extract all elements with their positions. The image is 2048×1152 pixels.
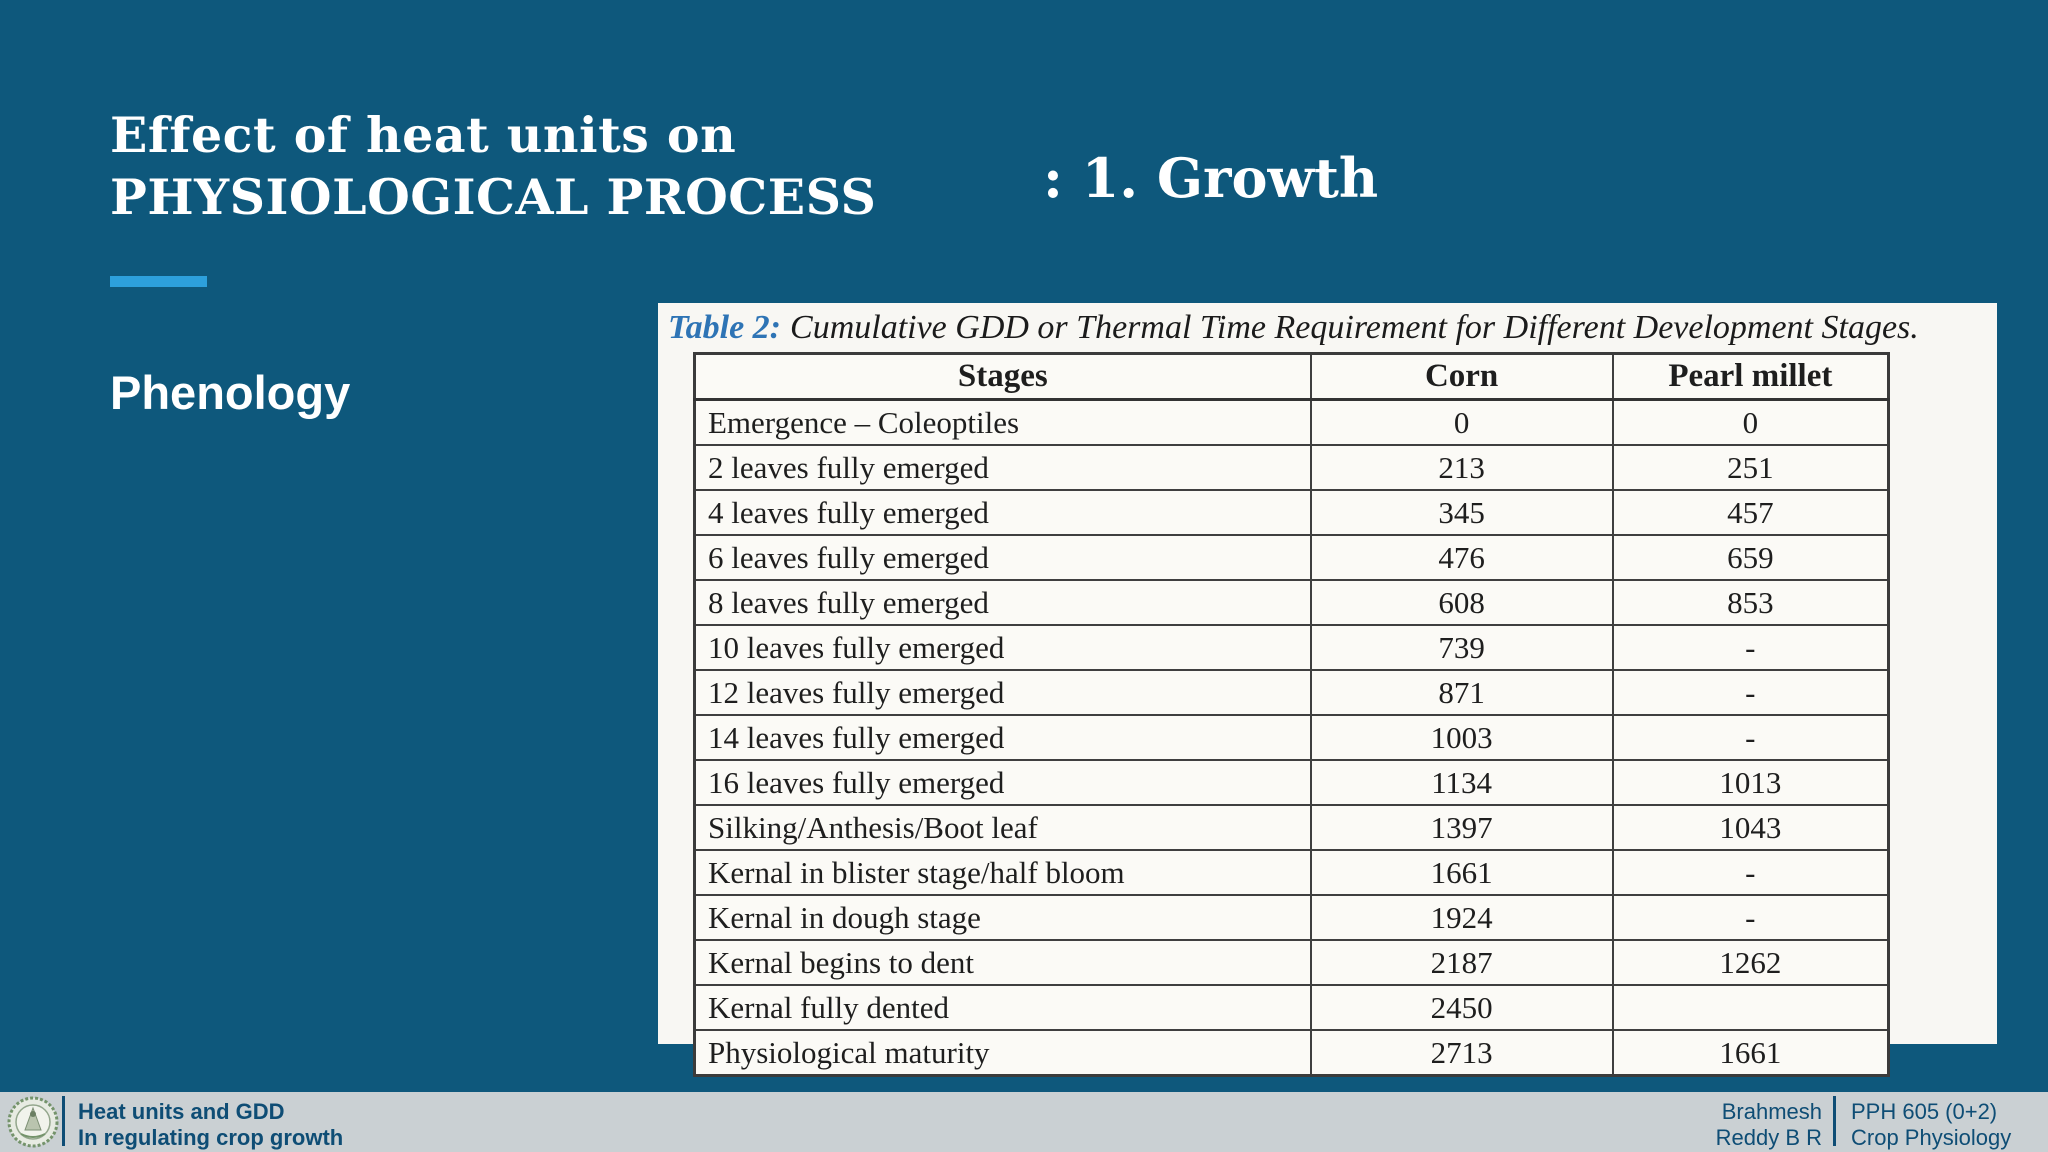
corn-value-cell: 871: [1309, 669, 1614, 716]
table-row: 4 leaves fully emerged 345 457: [693, 489, 1890, 536]
corn-value-cell: 2187: [1309, 939, 1614, 986]
footer-author-line1: Brahmesh: [1721, 1099, 1822, 1124]
table-caption-text: Cumulative GDD or Thermal Time Requireme…: [790, 309, 1919, 346]
millet-value-cell: 659: [1611, 534, 1890, 581]
table-caption: Table 2: Cumulative GDD or Thermal Time R…: [668, 308, 1987, 348]
column-header-pearl-millet: Pearl millet: [1611, 352, 1890, 401]
stage-cell: Kernal begins to dent: [693, 939, 1312, 986]
stage-cell: 16 leaves fully emerged: [693, 759, 1312, 806]
table-row: 12 leaves fully emerged 871-: [693, 669, 1890, 716]
corn-value-cell: 1397: [1309, 804, 1614, 851]
table-row: Physiological maturity 2713 1661: [693, 1029, 1890, 1077]
footer-author-line2: Reddy B R: [1715, 1125, 1822, 1150]
footer-course-line2: Crop Physiology: [1851, 1125, 2012, 1150]
millet-value-cell: -: [1611, 849, 1890, 896]
footer-topic: Heat units and GDD In regulating crop gr…: [78, 1099, 343, 1151]
footer-author: Brahmesh Reddy B R: [1716, 1099, 1822, 1151]
footer-topic-line1: Heat units and GDD: [78, 1099, 285, 1124]
university-seal-logo: [7, 1096, 59, 1148]
corn-value-cell: 1661: [1309, 849, 1614, 896]
millet-value-cell: -: [1611, 669, 1890, 716]
corn-value-cell: 2713: [1309, 1029, 1614, 1077]
accent-dash: [110, 276, 207, 287]
millet-value-cell: -: [1611, 894, 1890, 941]
millet-value-cell: 1043: [1611, 804, 1890, 851]
footer-separator-left: [62, 1096, 65, 1146]
table-row: Kernal in dough stage 1924-: [693, 894, 1890, 941]
table-row: Silking/Anthesis/Boot leaf 1397 1043: [693, 804, 1890, 851]
table-row: Kernal in blister stage/half bloom 1661-: [693, 849, 1890, 896]
stage-cell: 14 leaves fully emerged: [693, 714, 1312, 761]
millet-value-cell: -: [1611, 624, 1890, 671]
stage-cell: 4 leaves fully emerged: [693, 489, 1312, 536]
table-row: 16 leaves fully emerged 1134 1013: [693, 759, 1890, 806]
stage-cell: Emergence – Coleoptiles: [693, 398, 1312, 446]
millet-value-cell: 251: [1611, 444, 1890, 491]
millet-value-cell: 457: [1611, 489, 1890, 536]
slide-title-line1: Effect of heat units on: [110, 106, 737, 164]
corn-value-cell: 476: [1309, 534, 1614, 581]
column-header-corn: Corn: [1309, 352, 1614, 401]
table-row: Kernal begins to dent 2187 1262: [693, 939, 1890, 986]
table-caption-prefix: Table 2:: [668, 309, 782, 346]
millet-value-cell: 1013: [1611, 759, 1890, 806]
table-row: 14 leaves fully emerged 1003-: [693, 714, 1890, 761]
footer-topic-line2: In regulating crop growth: [78, 1125, 344, 1150]
footer-course: PPH 605 (0+2) Crop Physiology: [1851, 1099, 2011, 1151]
stage-cell: Kernal fully dented: [693, 984, 1312, 1031]
footer-course-line1: PPH 605 (0+2): [1851, 1099, 1998, 1124]
stage-cell: Silking/Anthesis/Boot leaf: [693, 804, 1312, 851]
footer-separator-right: [1833, 1096, 1836, 1146]
slide-subtitle: : 1. Growth: [1043, 146, 1379, 210]
footer-bar: Heat units and GDD In regulating crop gr…: [0, 1092, 2048, 1152]
slide-title-line2: PHYSIOLOGICAL PROCESS: [110, 168, 877, 226]
corn-value-cell: 0: [1309, 398, 1614, 446]
stage-cell: Physiological maturity: [693, 1029, 1312, 1077]
millet-value-cell: [1611, 984, 1890, 1031]
corn-value-cell: 1924: [1309, 894, 1614, 941]
table-figure: Table 2: Cumulative GDD or Thermal Time R…: [658, 303, 1997, 1077]
table-header-row: Stages Corn Pearl millet: [693, 352, 1890, 401]
stage-cell: 12 leaves fully emerged: [693, 669, 1312, 716]
stage-cell: Kernal in dough stage: [693, 894, 1312, 941]
section-label-phenology: Phenology: [110, 366, 351, 419]
corn-value-cell: 213: [1309, 444, 1614, 491]
table-row: Kernal fully dented 2450: [693, 984, 1890, 1031]
corn-value-cell: 739: [1309, 624, 1614, 671]
gdd-table: Stages Corn Pearl millet Emergence – Col…: [693, 352, 1890, 1077]
stage-cell: 6 leaves fully emerged: [693, 534, 1312, 581]
millet-value-cell: -: [1611, 714, 1890, 761]
corn-value-cell: 345: [1309, 489, 1614, 536]
corn-value-cell: 608: [1309, 579, 1614, 626]
corn-value-cell: 2450: [1309, 984, 1614, 1031]
corn-value-cell: 1003: [1309, 714, 1614, 761]
table-row: Emergence – Coleoptiles 0 0: [693, 398, 1890, 446]
millet-value-cell: 1661: [1611, 1029, 1890, 1077]
millet-value-cell: 1262: [1611, 939, 1890, 986]
table-row: 6 leaves fully emerged 476 659: [693, 534, 1890, 581]
table-row: 2 leaves fully emerged 213 251: [693, 444, 1890, 491]
millet-value-cell: 0: [1611, 398, 1890, 446]
table-row: 10 leaves fully emerged 739-: [693, 624, 1890, 671]
table-wrap: Stages Corn Pearl millet Emergence – Col…: [693, 352, 1987, 1077]
corn-value-cell: 1134: [1309, 759, 1614, 806]
stage-cell: 2 leaves fully emerged: [693, 444, 1312, 491]
stage-cell: 10 leaves fully emerged: [693, 624, 1312, 671]
column-header-stages: Stages: [693, 352, 1312, 401]
slide-title: Effect of heat units on PHYSIOLOGICAL PR…: [110, 104, 876, 228]
millet-value-cell: 853: [1611, 579, 1890, 626]
table-row: 8 leaves fully emerged 608 853: [693, 579, 1890, 626]
stage-cell: 8 leaves fully emerged: [693, 579, 1312, 626]
stage-cell: Kernal in blister stage/half bloom: [693, 849, 1312, 896]
